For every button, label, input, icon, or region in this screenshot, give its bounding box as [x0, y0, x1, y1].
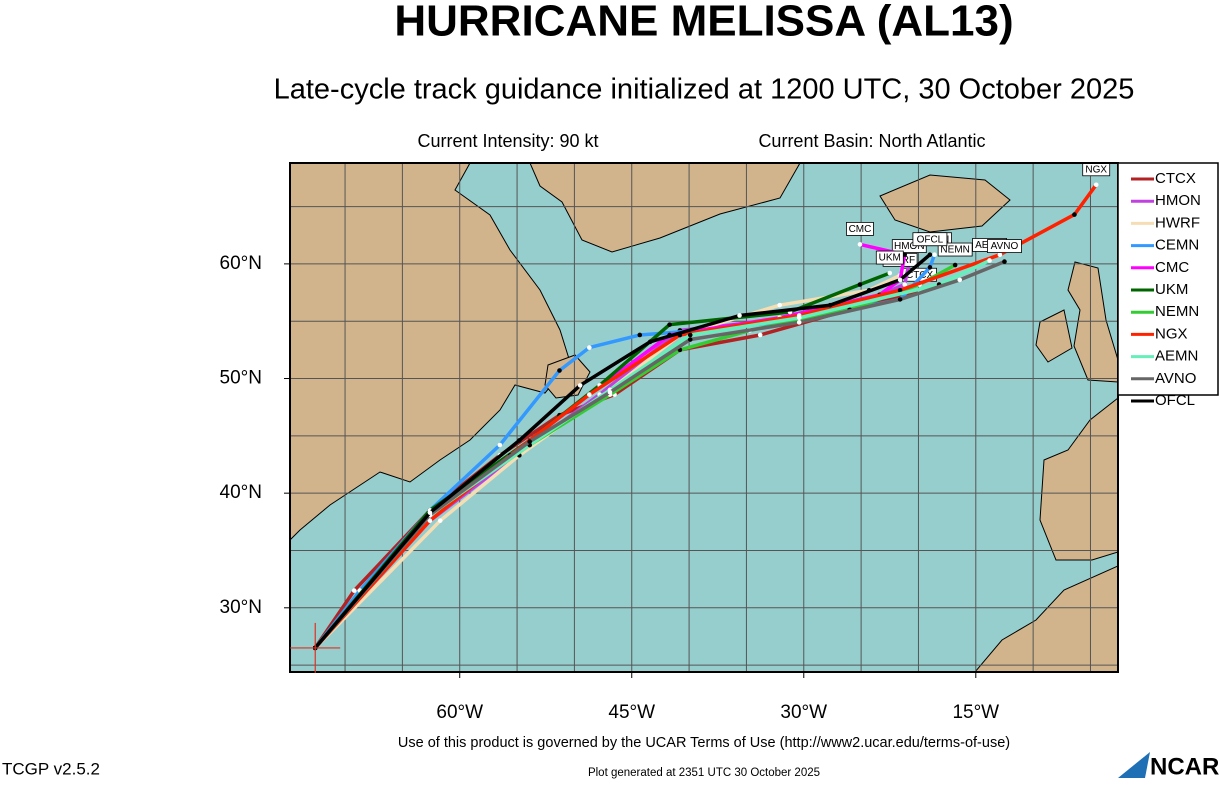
legend-label: OFCL [1155, 392, 1195, 409]
x-tick-label: 15°W [952, 702, 999, 723]
track [313, 273, 902, 650]
track-label: OFCL [917, 234, 944, 245]
track-point [427, 510, 433, 515]
x-tick-label: 45°W [608, 702, 655, 723]
y-tick-label: 30°N [220, 597, 262, 618]
track-point [796, 320, 802, 325]
track-label-box [1082, 163, 1111, 177]
track-point [427, 518, 433, 523]
track-label-box [875, 250, 904, 265]
basin: Current Basin: North Atlantic [758, 131, 985, 151]
legend-label: HWRF [1155, 214, 1200, 231]
north-america [290, 163, 571, 541]
legend-label: CMC [1155, 259, 1189, 276]
terms: Use of this product is governed by the U… [398, 735, 1010, 751]
track-point [796, 315, 802, 321]
track-point [1072, 212, 1077, 217]
track-label: NEMN [940, 245, 969, 256]
logo: NCAR [1150, 753, 1219, 780]
great-britain [1067, 261, 1118, 383]
track-point [997, 252, 1003, 258]
track-point [647, 339, 653, 345]
grid [290, 163, 1118, 672]
track-label: NGX [1085, 164, 1107, 175]
map-frame [289, 162, 1119, 673]
track-label-box [912, 232, 948, 247]
greenland [529, 163, 801, 253]
track-point [757, 332, 763, 338]
title: HURRICANE MELISSA (AL13) [394, 0, 1013, 46]
track-point [351, 588, 357, 593]
track-label: AVNO [991, 241, 1019, 252]
track-point [497, 442, 503, 448]
track-point [557, 368, 562, 373]
track-label: CMC [849, 224, 872, 235]
track-point [827, 302, 833, 308]
legend-label: CEMN [1155, 237, 1199, 254]
track-point [857, 242, 863, 247]
intensity: Current Intensity: 90 kt [417, 131, 598, 151]
track-point [897, 297, 903, 302]
track-label-box [937, 242, 973, 257]
track-point [927, 265, 933, 270]
track-point [857, 282, 863, 287]
ireland [1035, 309, 1073, 363]
europe [1039, 397, 1118, 561]
track-point [687, 332, 693, 338]
x-tick-label: 30°W [780, 702, 827, 723]
legend-label: NEMN [1155, 303, 1199, 320]
legend-label: HMON [1155, 192, 1201, 209]
legend-label: CTCX [1155, 170, 1196, 187]
track-point [517, 438, 522, 443]
track-point [927, 252, 933, 258]
tracks: CTCXHMONHWRFCEMNCMCUKMNEMNNGXAEMNAVNOOFC… [312, 163, 1111, 651]
track-point [667, 322, 672, 327]
x-tick-label: 60°W [436, 702, 483, 723]
version: TCGP v2.5.2 [2, 759, 100, 778]
legend-label: AEMN [1155, 348, 1198, 365]
track-point [437, 518, 443, 523]
track-point [587, 392, 592, 397]
y-tick-label: 40°N [220, 482, 262, 503]
logo-mark [1118, 752, 1150, 778]
track-point [902, 282, 907, 287]
track-label: HMON [894, 241, 925, 252]
track-point [1093, 182, 1099, 188]
legend-label: UKM [1155, 281, 1188, 298]
track-point [637, 332, 643, 338]
track-point [1002, 259, 1007, 264]
legend-label: NGX [1155, 325, 1188, 342]
track-point [897, 287, 903, 293]
land [290, 163, 1118, 672]
track-point [737, 313, 742, 318]
generated: Plot generated at 2351 UTC 30 October 20… [588, 767, 820, 779]
y-tick-label: 60°N [220, 253, 262, 274]
track-label: UKM [879, 253, 901, 264]
track-point [577, 383, 583, 388]
track-point [777, 302, 782, 308]
track-label-box [846, 221, 874, 236]
track-label: CTCX [906, 270, 934, 281]
track-point [607, 389, 613, 395]
africa [974, 565, 1118, 672]
track-point [887, 270, 893, 276]
subtitle: Late-cycle track guidance initialized at… [274, 74, 1135, 106]
track-label-box [987, 239, 1022, 253]
track-point [897, 277, 903, 283]
track-point [932, 252, 937, 258]
track-point [952, 262, 958, 268]
track-point [987, 258, 992, 263]
track-point [687, 337, 693, 342]
track-point [527, 439, 532, 444]
iceland [879, 174, 1011, 233]
track-point [957, 277, 963, 283]
track-point [587, 345, 592, 350]
legend-label: AVNO [1155, 370, 1196, 387]
y-tick-label: 50°N [220, 368, 262, 389]
legend-items: CTCX HMON HWRF CEMN CMC UKM NEMN NGX AEMN AVNO OFC… [1131, 170, 1201, 409]
